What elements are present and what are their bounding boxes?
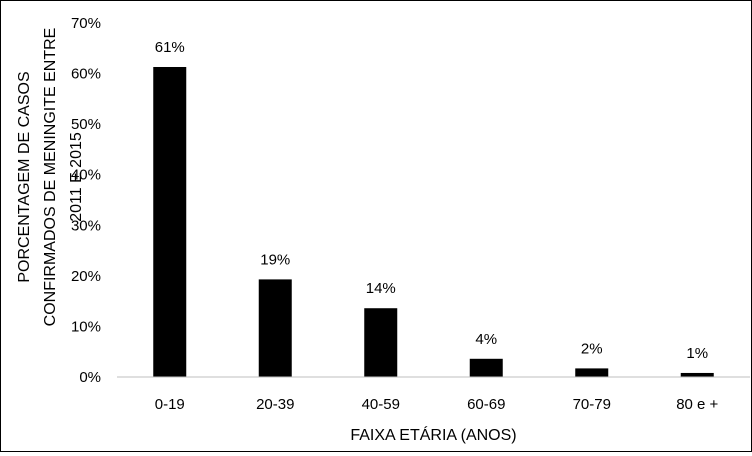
y-axis-title-line: PORCENTAGEM DE CASOS	[16, 71, 33, 282]
bar-40-59	[364, 308, 398, 377]
y-tick-label: 30%	[71, 217, 101, 234]
y-tick-label: 50%	[71, 116, 101, 133]
bars	[153, 66, 714, 378]
bar-80-e	[680, 372, 714, 377]
y-tick-label: 60%	[71, 66, 101, 83]
x-tick-labels: 0-19 20-39 40-59 60-69 70-79 80 e +	[155, 396, 719, 413]
x-tick-label: 20-39	[256, 396, 294, 413]
data-label: 2%	[581, 340, 603, 357]
y-tick-label: 70%	[71, 15, 101, 32]
x-axis-title: FAIXA ETÁRIA (ANOS)	[350, 425, 516, 444]
y-axis-title-line: 2011 E 2015	[68, 132, 85, 222]
x-tick-label: 0-19	[155, 396, 185, 413]
data-label: 14%	[366, 280, 396, 297]
data-label: 1%	[686, 345, 708, 362]
y-axis-title: PORCENTAGEM DE CASOS CONFIRMADOS DE MENIN…	[16, 28, 85, 327]
x-tick-label: 40-59	[362, 396, 400, 413]
x-tick-label: 60-69	[467, 396, 505, 413]
y-tick-labels: 0% 10% 20% 30% 40% 50% 60% 70%	[71, 15, 101, 386]
data-label: 19%	[260, 251, 290, 268]
x-tick-label: 80 e +	[676, 396, 718, 413]
bar-20-39	[258, 279, 292, 377]
bar-70-79	[575, 368, 609, 377]
bar-60-69	[469, 358, 503, 377]
y-tick-label: 0%	[79, 369, 101, 386]
y-tick-label: 40%	[71, 167, 101, 184]
data-label: 4%	[475, 331, 497, 348]
y-tick-label: 10%	[71, 318, 101, 335]
data-labels: 61% 19% 14% 4% 2% 1%	[155, 39, 708, 362]
x-tick-label: 70-79	[573, 396, 611, 413]
bar-0-19	[153, 66, 187, 378]
y-axis-title-line: CONFIRMADOS DE MENINGITE ENTRE	[42, 28, 59, 327]
data-label: 61%	[155, 39, 185, 56]
y-tick-label: 20%	[71, 268, 101, 285]
